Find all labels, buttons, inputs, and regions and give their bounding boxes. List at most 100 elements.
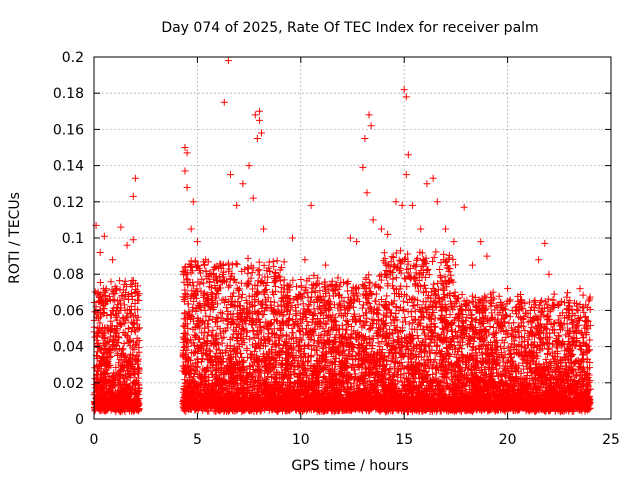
data-point bbox=[110, 341, 118, 349]
data-point bbox=[124, 358, 132, 366]
data-point bbox=[224, 259, 232, 267]
data-point bbox=[99, 391, 107, 399]
data-point bbox=[100, 348, 108, 356]
data-point bbox=[188, 306, 196, 314]
data-point bbox=[93, 370, 101, 378]
data-point bbox=[260, 311, 268, 319]
data-point bbox=[93, 354, 101, 362]
data-point bbox=[112, 364, 120, 372]
data-point bbox=[96, 386, 104, 394]
data-point bbox=[108, 404, 116, 412]
grid bbox=[94, 57, 611, 419]
data-point bbox=[115, 373, 123, 381]
data-point bbox=[278, 347, 286, 355]
data-point bbox=[134, 306, 142, 314]
data-point bbox=[109, 381, 117, 389]
data-point bbox=[244, 279, 252, 287]
data-point bbox=[104, 327, 112, 335]
data-point bbox=[271, 269, 279, 277]
data-point bbox=[121, 277, 129, 285]
data-point bbox=[198, 329, 206, 337]
data-point bbox=[135, 348, 143, 356]
data-point bbox=[107, 311, 115, 319]
data-point bbox=[106, 378, 114, 386]
data-point bbox=[260, 323, 268, 331]
data-point bbox=[116, 408, 124, 416]
data-point bbox=[106, 361, 114, 369]
data-point bbox=[273, 257, 281, 265]
data-point bbox=[128, 282, 136, 290]
data-point bbox=[108, 322, 116, 330]
data-point bbox=[100, 406, 108, 414]
data-point bbox=[95, 325, 103, 333]
data-point bbox=[98, 299, 106, 307]
data-point bbox=[372, 290, 380, 298]
data-point bbox=[125, 325, 133, 333]
data-point bbox=[348, 330, 356, 338]
data-point bbox=[120, 340, 128, 348]
data-point bbox=[117, 401, 125, 409]
data-point bbox=[93, 289, 101, 297]
data-point bbox=[190, 282, 198, 290]
data-point bbox=[129, 323, 137, 331]
data-point bbox=[133, 353, 141, 361]
data-point bbox=[115, 359, 123, 367]
data-point bbox=[112, 400, 120, 408]
data-point bbox=[297, 276, 305, 284]
data-point bbox=[228, 261, 236, 269]
data-point bbox=[127, 290, 135, 297]
data-point bbox=[120, 301, 128, 309]
data-point bbox=[130, 319, 138, 327]
data-point bbox=[100, 370, 108, 378]
data-point bbox=[116, 277, 124, 285]
data-point bbox=[129, 313, 137, 321]
data-point bbox=[124, 395, 132, 403]
data-point bbox=[133, 403, 141, 411]
data-point bbox=[104, 357, 112, 365]
data-point bbox=[132, 286, 140, 294]
data-point bbox=[130, 346, 138, 354]
data-point bbox=[114, 303, 122, 311]
data-point bbox=[110, 369, 118, 377]
data-point bbox=[238, 267, 246, 275]
data-point bbox=[125, 306, 133, 314]
data-point bbox=[119, 381, 127, 389]
data-point bbox=[91, 374, 99, 382]
data-point bbox=[95, 328, 103, 336]
data-point bbox=[226, 281, 234, 289]
data-point bbox=[109, 394, 117, 402]
data-point bbox=[303, 318, 311, 326]
data-point bbox=[117, 321, 125, 329]
data-point bbox=[120, 281, 128, 289]
data-point bbox=[98, 354, 106, 362]
data-point bbox=[108, 286, 116, 294]
data-point bbox=[120, 378, 128, 386]
data-point bbox=[244, 269, 252, 277]
data-point bbox=[96, 346, 104, 354]
data-point bbox=[274, 369, 282, 377]
data-point bbox=[255, 266, 263, 274]
data-point bbox=[130, 320, 138, 328]
data-point bbox=[127, 364, 135, 372]
data-point bbox=[180, 269, 188, 277]
data-point bbox=[343, 279, 351, 287]
data-point bbox=[105, 292, 113, 300]
data-point bbox=[293, 283, 301, 291]
data-point bbox=[135, 395, 143, 403]
data-point bbox=[108, 372, 116, 380]
data-point bbox=[244, 254, 252, 262]
data-point bbox=[126, 374, 134, 382]
data-point bbox=[100, 398, 108, 406]
data-point bbox=[204, 338, 212, 346]
data-point bbox=[101, 369, 109, 377]
data-point bbox=[239, 290, 247, 298]
data-point bbox=[130, 402, 138, 410]
data-point bbox=[224, 283, 232, 291]
data-point bbox=[135, 369, 143, 377]
data-point bbox=[114, 390, 122, 398]
data-point bbox=[126, 310, 134, 318]
data-point bbox=[120, 390, 128, 398]
data-point bbox=[185, 308, 193, 316]
data-point bbox=[125, 354, 133, 362]
data-point bbox=[196, 280, 204, 288]
